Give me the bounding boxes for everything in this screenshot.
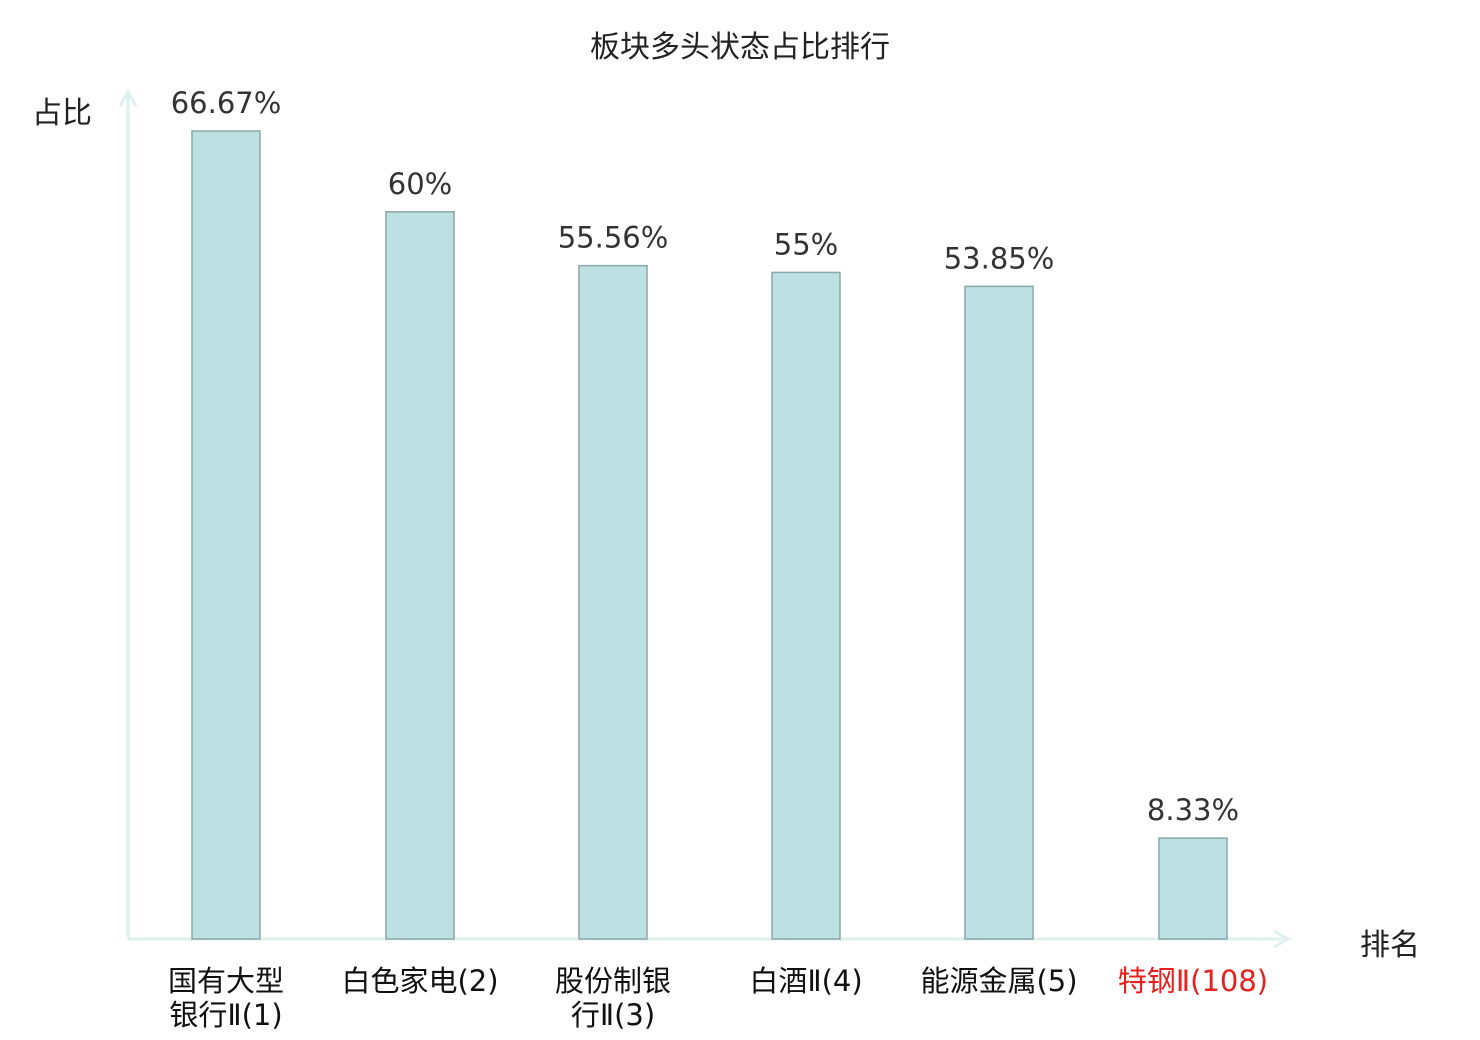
category-label-line1: 白色家电(2)	[341, 964, 499, 998]
y-axis-arrow-icon	[118, 88, 138, 107]
category-label: 特钢Ⅱ(108)	[1093, 964, 1293, 998]
bar	[964, 285, 1034, 940]
bar	[191, 130, 261, 940]
bar	[1158, 837, 1228, 940]
y-axis-label: 占比	[32, 96, 92, 131]
category-label: 能源金属(5)	[899, 964, 1099, 998]
category-label: 国有大型 银行Ⅱ(1)	[126, 964, 326, 1032]
data-label: 55%	[774, 227, 838, 261]
category-label-line1: 特钢Ⅱ(108)	[1117, 964, 1269, 998]
data-label: 66.67%	[171, 86, 282, 120]
bar	[385, 211, 455, 940]
data-label: 55.56%	[558, 221, 669, 255]
x-axis-label: 排名	[1360, 928, 1420, 963]
bar	[771, 271, 841, 940]
category-label-line2: 行Ⅱ(3)	[570, 998, 656, 1032]
category-label-line1: 国有大型	[167, 964, 284, 998]
category-label: 白酒Ⅱ(4)	[706, 964, 906, 998]
category-label-line1: 能源金属(5)	[920, 964, 1078, 998]
data-label: 53.85%	[944, 241, 1055, 275]
category-label: 白色家电(2)	[320, 964, 520, 998]
chart-title: 板块多头状态占比排行	[590, 30, 890, 65]
category-label-line1: 股份制银	[554, 964, 671, 998]
x-axis-arrow-icon	[1273, 929, 1292, 949]
bar	[578, 264, 648, 940]
data-label: 60%	[388, 167, 452, 201]
category-label-line2: 银行Ⅱ(1)	[169, 998, 283, 1032]
category-label: 股份制银 行Ⅱ(3)	[513, 964, 713, 1032]
data-label: 8.33%	[1147, 793, 1239, 827]
category-label-line1: 白酒Ⅱ(4)	[749, 964, 863, 998]
